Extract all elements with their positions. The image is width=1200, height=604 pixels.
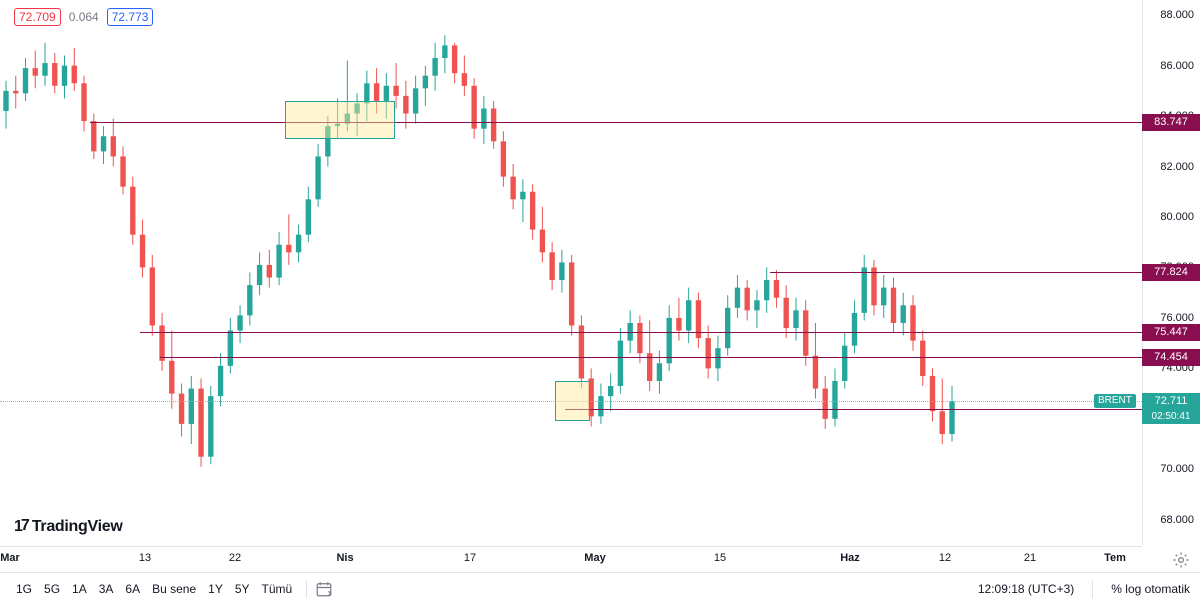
goto-date-icon[interactable]: [315, 580, 333, 598]
time-tick: Haz: [840, 552, 860, 564]
timeframe-1g[interactable]: 1G: [10, 582, 38, 596]
time-axis: Mar 13 22 Nis 17 May 15 Haz 12 21 Tem: [0, 546, 1142, 572]
price-tick: 80.000: [1160, 211, 1194, 223]
scale-mode-otomatik[interactable]: otomatik: [1145, 582, 1190, 596]
timeframe-tümü[interactable]: Tümü: [256, 582, 299, 596]
price-tick: 82.000: [1160, 161, 1194, 173]
scale-mode-log[interactable]: log: [1125, 582, 1141, 596]
hline-price-tag: 74.454: [1142, 349, 1200, 366]
logo-icon: 17: [14, 518, 28, 535]
hline-price-tag: 83.747: [1142, 114, 1200, 131]
scale-mode-%[interactable]: %: [1111, 582, 1122, 596]
price-tick: 70.000: [1160, 463, 1194, 475]
time-tick: 15: [714, 552, 726, 564]
bottom-toolbar: 1G5G1A3A6ABu sene1Y5YTümü 12:09:18 (UTC+…: [0, 572, 1200, 604]
timeframe-6a[interactable]: 6A: [119, 582, 146, 596]
separator: [1092, 580, 1093, 598]
tradingview-logo: 17TradingView: [14, 518, 122, 536]
symbol-tag: BRENT: [1094, 394, 1136, 408]
hline[interactable]: [160, 357, 1142, 358]
price-open-badge: 72.709: [14, 8, 61, 26]
time-tick: 12: [939, 552, 951, 564]
time-tick: May: [584, 552, 605, 564]
hline[interactable]: [140, 332, 1142, 333]
time-tick: 13: [139, 552, 151, 564]
timeframe-5y[interactable]: 5Y: [229, 582, 256, 596]
price-tick: 76.000: [1160, 312, 1194, 324]
hline[interactable]: [770, 272, 1142, 273]
highlight-zone[interactable]: [555, 381, 590, 421]
hline[interactable]: [90, 122, 1142, 123]
time-tick: Tem: [1104, 552, 1126, 564]
hline-price-tag: 75.447: [1142, 324, 1200, 341]
ohlc-badges: 72.709 0.064 72.773: [14, 8, 153, 26]
axis-settings-icon[interactable]: [1172, 551, 1190, 569]
logo-text: TradingView: [32, 518, 123, 535]
countdown-tag: 02:50:41: [1142, 410, 1200, 424]
price-tick: 86.000: [1160, 60, 1194, 72]
timeframe-1y[interactable]: 1Y: [202, 582, 229, 596]
timeframe-5g[interactable]: 5G: [38, 582, 66, 596]
time-tick: Mar: [0, 552, 20, 564]
timeframe-bu-sene[interactable]: Bu sene: [146, 582, 202, 596]
hline-price-tag: 77.824: [1142, 264, 1200, 281]
timeframe-1a[interactable]: 1A: [66, 582, 93, 596]
timeframe-3a[interactable]: 3A: [93, 582, 120, 596]
highlight-zone[interactable]: [285, 101, 395, 139]
price-tick: 68.000: [1160, 514, 1194, 526]
price-change-text: 0.064: [69, 10, 99, 24]
price-close-badge: 72.773: [107, 8, 154, 26]
current-price-tag: 72.711: [1142, 393, 1200, 410]
time-tick: Nis: [336, 552, 353, 564]
time-tick: 22: [229, 552, 241, 564]
price-tick: 88.000: [1160, 9, 1194, 21]
time-tick: 21: [1024, 552, 1036, 564]
time-tick: 17: [464, 552, 476, 564]
separator: [306, 580, 307, 598]
clock-text: 12:09:18 (UTC+3): [978, 582, 1074, 596]
hline[interactable]: [565, 409, 1142, 410]
